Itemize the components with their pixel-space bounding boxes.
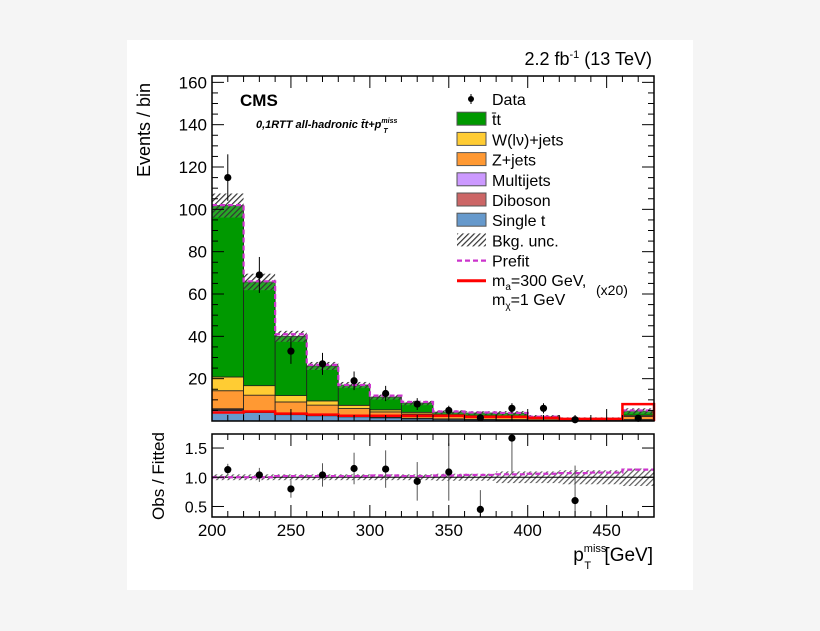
- y-tick-label: 80: [188, 243, 207, 262]
- ratio-y-tick-label: 0.5: [185, 499, 207, 516]
- data-point: [508, 404, 516, 412]
- bar-wljets: [306, 400, 339, 406]
- y-tick-label: 100: [179, 200, 207, 219]
- y-tick-label: 20: [188, 370, 207, 389]
- legend-label: Prefit: [492, 254, 530, 271]
- x-tick-label: 250: [277, 521, 305, 540]
- legend-entry: Z+jets: [456, 152, 536, 170]
- ratio-point: [413, 477, 421, 485]
- ratio-point: [224, 466, 232, 474]
- bkg-unc-band: [275, 330, 307, 342]
- x-tick-label: 400: [514, 521, 542, 540]
- data-point: [287, 347, 295, 355]
- legend: Data t̄t W(lν)+jets Z+jets Multijets Diboson S…: [456, 92, 628, 312]
- bar-tt: [211, 205, 244, 378]
- y-tick-label: 140: [179, 116, 207, 135]
- x-tick-label: 350: [435, 521, 463, 540]
- legend-label: t̄t: [491, 112, 501, 129]
- legend-label: Data: [492, 92, 526, 109]
- data-point: [224, 173, 232, 182]
- y-tick-label: 120: [179, 158, 207, 177]
- bar-wljets: [274, 395, 308, 403]
- lumi-label: 2.2 fb-1 (13 TeV): [524, 49, 652, 69]
- data-point: [350, 377, 358, 385]
- bar-tt: [243, 281, 276, 387]
- ratio-point: [255, 471, 263, 479]
- data-point: [382, 389, 390, 398]
- data-point: [318, 360, 327, 368]
- legend-entry: Single t: [456, 212, 546, 230]
- ratio-point: [571, 497, 579, 505]
- data-point: [255, 271, 263, 279]
- legend-swatch: [456, 131, 487, 146]
- legend-hatch-swatch: [457, 233, 486, 247]
- legend-label: Single t: [492, 213, 546, 230]
- x-axis-label: pmiss T [GeV]: [573, 543, 653, 572]
- legend-data-marker-dot: [468, 96, 474, 102]
- x-tick-label: 300: [356, 521, 384, 540]
- legend-entry: Bkg. unc.: [457, 233, 559, 250]
- legend-entry: W(lν)+jets: [456, 131, 564, 149]
- y-axis-label-main: Events / bin: [134, 83, 154, 177]
- legend-signal-label-2: mχ=1 GeV: [492, 292, 566, 312]
- ratio-plot: 0.5 1.0 1.5 200 250 300 350 400 450: [185, 433, 655, 540]
- ratio-point: [445, 468, 453, 476]
- legend-entry: ma=300 GeV,mχ=1 GeV (x20): [457, 273, 628, 312]
- legend-entry: t̄t: [456, 111, 501, 129]
- region-label: 0,1RTT all-hadronic t̄t+pmiss T: [256, 118, 397, 135]
- legend-signal-label-1: ma=300 GeV,: [492, 273, 586, 293]
- legend-swatch: [456, 192, 487, 207]
- main-plot: 20 40 60 80 100 120 140 160: [179, 73, 656, 424]
- ratio-y-tick-label: 1.5: [185, 441, 207, 458]
- legend-label: Diboson: [492, 193, 551, 210]
- ratio-point: [318, 471, 327, 479]
- legend-label: Z+jets: [492, 153, 536, 170]
- legend-entry: Diboson: [456, 192, 551, 210]
- legend-swatch: [456, 152, 487, 167]
- x-tick-label: 200: [198, 521, 226, 540]
- data-point: [413, 400, 421, 408]
- y-axis-label-ratio: Obs / Fitted: [149, 432, 168, 520]
- experiment-label: CMS: [240, 91, 278, 110]
- ratio-point: [350, 464, 358, 473]
- ratio-point: [382, 465, 390, 473]
- y-tick-label: 60: [188, 285, 207, 304]
- y-tick-label: 40: [188, 327, 207, 346]
- legend-swatch: [456, 111, 487, 126]
- ratio-point: [287, 485, 295, 493]
- ratio-prefit-line: [212, 468, 654, 479]
- legend-entry: Multijets: [456, 172, 551, 190]
- bar-zjets: [243, 394, 276, 412]
- legend-swatch: [456, 212, 487, 227]
- legend-label: Bkg. unc.: [492, 233, 559, 250]
- bar-zjets: [306, 404, 339, 416]
- x-tick-label: 450: [592, 521, 620, 540]
- bar-wljets: [337, 404, 371, 409]
- y-tick-label: 160: [179, 73, 207, 92]
- legend-swatch: [456, 172, 487, 187]
- legend-entry: Prefit: [457, 254, 530, 271]
- bar-wljets: [243, 385, 276, 396]
- legend-label: W(lν)+jets: [492, 132, 564, 149]
- data-point: [539, 404, 548, 412]
- legend-signal-scale: (x20): [596, 282, 628, 298]
- legend-label: Multijets: [492, 173, 551, 190]
- ratio-point: [476, 505, 484, 514]
- legend-entry: Data: [468, 92, 526, 109]
- ratio-y-tick-label: 1.0: [185, 470, 207, 487]
